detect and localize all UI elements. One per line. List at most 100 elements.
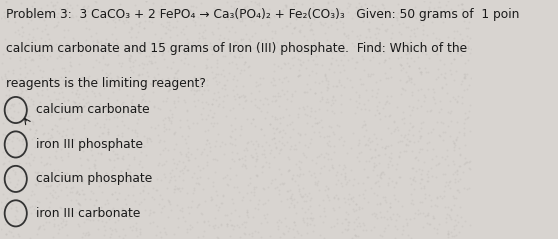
Point — [246, 39, 254, 43]
Point — [81, 82, 90, 86]
Point — [258, 186, 267, 190]
Point — [341, 171, 350, 175]
Point — [374, 27, 383, 31]
Point — [226, 4, 235, 8]
Point — [342, 228, 351, 232]
Point — [6, 9, 15, 13]
Point — [355, 101, 364, 105]
Point — [46, 54, 55, 58]
Point — [94, 134, 103, 138]
Point — [270, 29, 279, 33]
Point — [112, 197, 121, 201]
Point — [229, 107, 238, 110]
Point — [257, 23, 266, 27]
Point — [95, 85, 104, 88]
Point — [44, 185, 52, 188]
Point — [225, 44, 234, 48]
Point — [291, 179, 300, 183]
Point — [285, 168, 294, 172]
Point — [105, 158, 114, 161]
Point — [94, 151, 103, 155]
Point — [13, 92, 22, 96]
Point — [277, 172, 286, 176]
Point — [16, 55, 25, 59]
Point — [190, 88, 199, 92]
Point — [61, 74, 70, 77]
Point — [376, 172, 385, 176]
Point — [39, 18, 48, 22]
Point — [62, 127, 71, 131]
Point — [264, 7, 273, 11]
Point — [339, 63, 348, 67]
Point — [76, 137, 85, 141]
Point — [329, 0, 338, 3]
Point — [397, 63, 406, 67]
Point — [36, 6, 45, 10]
Point — [40, 163, 49, 167]
Point — [239, 106, 248, 110]
Point — [372, 212, 381, 216]
Point — [346, 146, 355, 150]
Point — [38, 88, 47, 92]
Point — [261, 216, 270, 219]
Point — [126, 25, 135, 28]
Point — [235, 102, 244, 106]
Point — [62, 222, 71, 226]
Point — [369, 211, 378, 215]
Point — [8, 124, 17, 127]
Point — [220, 87, 229, 91]
Point — [321, 74, 330, 78]
Point — [464, 44, 473, 48]
Point — [166, 108, 175, 111]
Point — [356, 5, 365, 8]
Point — [399, 228, 408, 232]
Point — [100, 202, 109, 206]
Point — [383, 166, 392, 169]
Point — [395, 22, 403, 26]
Point — [62, 172, 71, 176]
Point — [31, 177, 40, 181]
Point — [230, 54, 239, 58]
Point — [183, 62, 192, 66]
Point — [392, 180, 401, 184]
Point — [7, 202, 16, 206]
Point — [324, 198, 333, 202]
Point — [229, 159, 238, 163]
Point — [4, 80, 13, 84]
Point — [214, 205, 223, 209]
Point — [186, 152, 195, 156]
Point — [106, 9, 115, 13]
Point — [391, 197, 400, 201]
Point — [175, 174, 184, 178]
Point — [372, 27, 381, 30]
Point — [311, 92, 320, 95]
Point — [416, 126, 425, 130]
Point — [329, 130, 338, 134]
Point — [147, 16, 156, 20]
Point — [372, 163, 381, 167]
Point — [405, 11, 414, 15]
Point — [18, 25, 27, 28]
Point — [134, 117, 143, 121]
Point — [426, 222, 435, 226]
Point — [383, 99, 392, 103]
Point — [188, 86, 197, 90]
Point — [118, 207, 127, 211]
Point — [352, 105, 361, 109]
Point — [55, 116, 64, 120]
Point — [210, 122, 219, 125]
Point — [35, 47, 44, 51]
Point — [417, 50, 426, 54]
Point — [446, 42, 455, 46]
Point — [450, 224, 459, 228]
Point — [108, 174, 117, 178]
Point — [184, 41, 193, 44]
Point — [322, 193, 331, 197]
Point — [48, 127, 57, 131]
Point — [407, 93, 416, 97]
Point — [368, 3, 377, 7]
Point — [154, 123, 163, 127]
Point — [286, 135, 295, 139]
Point — [195, 36, 204, 40]
Point — [240, 220, 249, 224]
